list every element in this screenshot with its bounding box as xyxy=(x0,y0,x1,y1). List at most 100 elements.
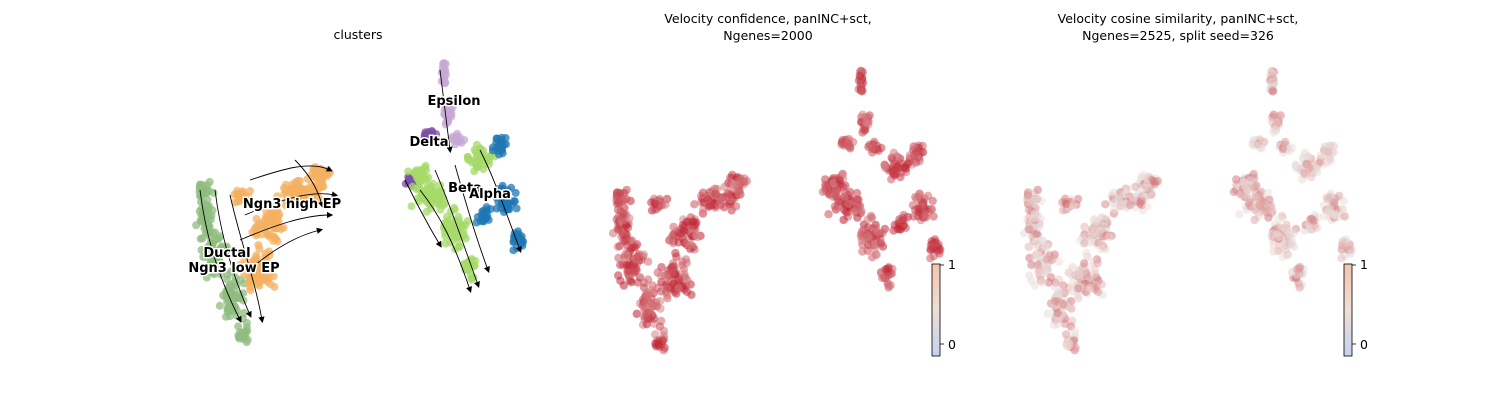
panel3-title: Velocity cosine similarity, panINC+sct, xyxy=(1058,11,1299,26)
cell-point xyxy=(481,208,490,217)
cell-point xyxy=(1068,263,1077,272)
cell-point xyxy=(682,287,692,297)
panel-clusters: clusters Epsilon Delta Ngn3 high EP Beta… xyxy=(187,27,528,347)
cell-point xyxy=(234,331,243,340)
cell-point xyxy=(849,207,859,216)
cell-point xyxy=(1025,225,1034,234)
velocity-streamline xyxy=(404,179,442,248)
cell-point xyxy=(1116,201,1125,210)
cell-point xyxy=(642,309,651,318)
cell-point xyxy=(1153,176,1163,186)
cell-point xyxy=(1320,212,1329,221)
cell-point xyxy=(627,278,636,287)
cell-point xyxy=(1242,185,1252,194)
cell-point xyxy=(1265,195,1274,204)
cell-point xyxy=(1287,234,1296,243)
cell-point xyxy=(199,252,208,261)
cell-point xyxy=(927,237,936,246)
cell-point xyxy=(1058,206,1068,215)
cell-point xyxy=(1251,193,1261,202)
cell-point xyxy=(933,242,942,251)
cell-point xyxy=(507,183,516,192)
cell-point xyxy=(1082,248,1091,258)
cell-point xyxy=(263,218,271,227)
cell-point xyxy=(444,222,453,231)
cell-point xyxy=(824,210,833,219)
cell-point xyxy=(450,136,459,145)
cell-point xyxy=(257,276,266,285)
cell-point xyxy=(616,260,625,270)
cell-point xyxy=(714,200,723,210)
cell-point xyxy=(1131,182,1140,192)
cell-point xyxy=(1062,339,1071,348)
cell-point xyxy=(1255,199,1264,208)
cluster-label-ngn3-low-ep: Ngn3 low EP xyxy=(188,261,279,276)
cell-point xyxy=(657,263,666,272)
cluster-label-beta: Beta xyxy=(448,181,482,196)
cell-point xyxy=(1128,193,1138,202)
cell-point xyxy=(831,185,841,194)
cell-point xyxy=(415,177,424,186)
velocity-streamline xyxy=(479,149,522,253)
cell-point xyxy=(623,223,632,232)
cell-point xyxy=(315,172,324,180)
cell-point xyxy=(207,259,216,267)
cell-point xyxy=(619,210,628,219)
cell-point xyxy=(1033,185,1042,195)
cell-point xyxy=(1085,284,1094,293)
cell-point xyxy=(210,228,219,237)
cell-point xyxy=(657,201,667,210)
cell-point xyxy=(1295,283,1304,292)
cell-point xyxy=(876,234,885,243)
cell-point xyxy=(911,158,921,167)
cell-point xyxy=(477,156,486,165)
cell-point xyxy=(446,207,455,216)
cell-point xyxy=(663,284,672,293)
cell-point xyxy=(914,204,923,214)
cell-point xyxy=(926,254,935,263)
cell-point xyxy=(627,236,637,245)
velocity-streamline xyxy=(439,69,453,154)
cell-point xyxy=(1325,204,1334,214)
panel2-colorbar-tick-1: 1 xyxy=(948,257,956,272)
cell-point xyxy=(1122,190,1132,199)
cell-point xyxy=(441,239,450,248)
cell-point xyxy=(512,204,521,213)
cell-point xyxy=(1312,164,1322,173)
cell-point xyxy=(1026,242,1035,251)
cell-point xyxy=(1030,281,1040,290)
cell-point xyxy=(622,185,631,195)
panel2-colorbar-tick-0: 0 xyxy=(948,337,956,352)
cell-point xyxy=(454,242,463,251)
cell-point xyxy=(705,201,714,210)
cell-point xyxy=(1074,284,1083,293)
cell-point xyxy=(1337,245,1347,254)
cell-point xyxy=(682,258,691,268)
cell-point xyxy=(1034,223,1044,232)
cell-point xyxy=(669,259,678,268)
cell-point xyxy=(198,234,207,243)
cell-point xyxy=(1281,137,1290,146)
cell-point xyxy=(619,281,628,290)
cell-point xyxy=(926,245,936,254)
panel2-points xyxy=(608,66,945,355)
cell-point xyxy=(1104,232,1114,242)
cell-point xyxy=(1079,268,1088,277)
panel3-colorbar: 1 0 xyxy=(1343,257,1368,357)
cell-point xyxy=(1072,271,1082,280)
cell-point xyxy=(1071,343,1080,352)
cell-point xyxy=(1038,278,1047,287)
cell-point xyxy=(1114,195,1124,204)
panel3-subtitle: Ngenes=2525, split seed=326 xyxy=(1082,28,1274,43)
velocity-streamline xyxy=(249,165,333,181)
panel-velocity-confidence: Velocity confidence, panINC+sct, Ngenes=… xyxy=(608,11,956,357)
cell-point xyxy=(651,199,660,209)
cell-point xyxy=(246,283,255,291)
cell-point xyxy=(418,168,427,177)
cell-point xyxy=(1268,207,1277,216)
velocity-streamline xyxy=(244,191,339,216)
cell-point xyxy=(1053,309,1062,318)
cell-point xyxy=(459,226,468,235)
cell-point xyxy=(315,194,324,203)
